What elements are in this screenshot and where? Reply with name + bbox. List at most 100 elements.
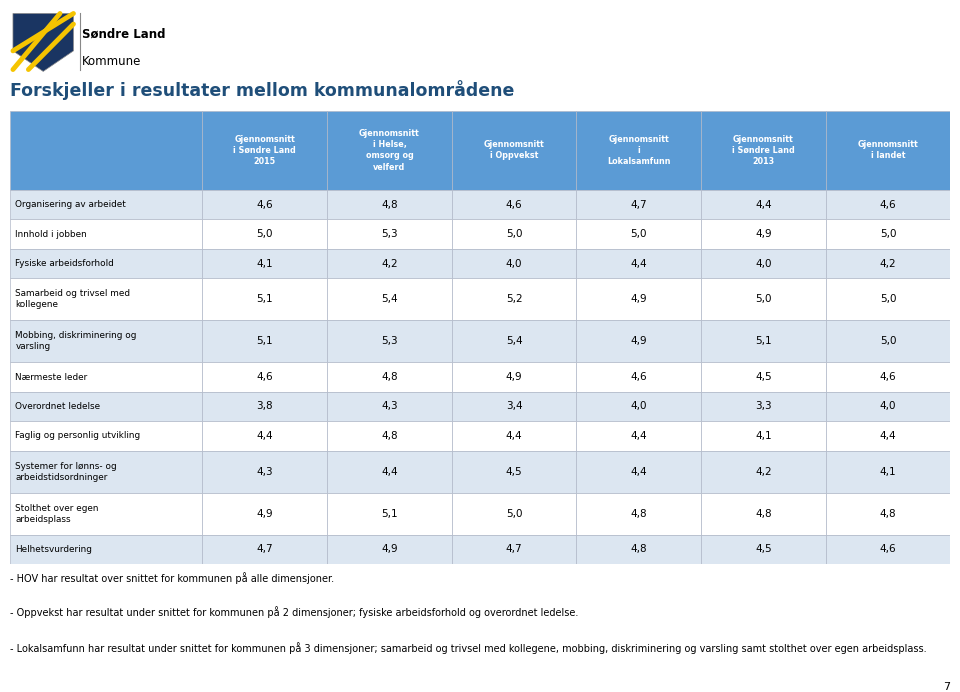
FancyBboxPatch shape xyxy=(826,392,950,421)
Text: 4,0: 4,0 xyxy=(756,259,772,268)
FancyBboxPatch shape xyxy=(327,190,452,219)
FancyBboxPatch shape xyxy=(452,450,576,493)
FancyBboxPatch shape xyxy=(203,278,327,320)
Text: 4,0: 4,0 xyxy=(879,401,897,412)
FancyBboxPatch shape xyxy=(701,219,826,249)
Text: 4,9: 4,9 xyxy=(631,294,647,304)
Text: 4,8: 4,8 xyxy=(381,431,397,441)
Text: 4,1: 4,1 xyxy=(879,466,897,477)
Text: 4,3: 4,3 xyxy=(256,466,273,477)
Text: Gjennomsnitt
i Oppvekst: Gjennomsnitt i Oppvekst xyxy=(484,140,544,161)
Text: 5,4: 5,4 xyxy=(506,336,522,346)
FancyBboxPatch shape xyxy=(10,219,203,249)
FancyBboxPatch shape xyxy=(10,421,203,450)
Polygon shape xyxy=(13,14,73,71)
FancyBboxPatch shape xyxy=(327,363,452,392)
Text: 4,4: 4,4 xyxy=(631,259,647,268)
Text: 4,4: 4,4 xyxy=(506,431,522,441)
Text: 5,3: 5,3 xyxy=(381,336,397,346)
Text: 4,5: 4,5 xyxy=(506,466,522,477)
Text: 4,6: 4,6 xyxy=(879,372,897,382)
Text: 5,0: 5,0 xyxy=(756,294,772,304)
Text: 4,9: 4,9 xyxy=(256,509,273,518)
FancyBboxPatch shape xyxy=(327,219,452,249)
FancyBboxPatch shape xyxy=(203,190,327,219)
Text: 4,8: 4,8 xyxy=(631,545,647,554)
Text: Gjennomsnitt
i
Lokalsamfunn: Gjennomsnitt i Lokalsamfunn xyxy=(607,135,670,166)
Text: 4,9: 4,9 xyxy=(506,372,522,382)
FancyBboxPatch shape xyxy=(701,421,826,450)
Text: Gjennomsnitt
i Søndre Land
2013: Gjennomsnitt i Søndre Land 2013 xyxy=(732,135,795,166)
Text: 5,2: 5,2 xyxy=(506,294,522,304)
FancyBboxPatch shape xyxy=(701,249,826,278)
Text: 4,8: 4,8 xyxy=(381,200,397,210)
FancyBboxPatch shape xyxy=(203,363,327,392)
Text: Stolthet over egen
arbeidsplass: Stolthet over egen arbeidsplass xyxy=(15,504,99,524)
Text: 4,8: 4,8 xyxy=(381,372,397,382)
Text: 4,1: 4,1 xyxy=(756,431,772,441)
Text: 4,6: 4,6 xyxy=(506,200,522,210)
Text: Systemer for lønns- og
arbeidstidsordninger: Systemer for lønns- og arbeidstidsordnin… xyxy=(15,462,117,482)
Text: 4,8: 4,8 xyxy=(631,509,647,518)
Text: Gjennomsnitt
i landet: Gjennomsnitt i landet xyxy=(857,140,919,161)
FancyBboxPatch shape xyxy=(452,111,576,190)
Text: 5,0: 5,0 xyxy=(256,229,273,239)
FancyBboxPatch shape xyxy=(576,190,701,219)
Text: 4,8: 4,8 xyxy=(756,509,772,518)
FancyBboxPatch shape xyxy=(203,249,327,278)
FancyBboxPatch shape xyxy=(826,493,950,534)
FancyBboxPatch shape xyxy=(203,493,327,534)
Text: 3,3: 3,3 xyxy=(756,401,772,412)
Text: 5,0: 5,0 xyxy=(879,336,897,346)
FancyBboxPatch shape xyxy=(10,534,203,564)
Text: 4,9: 4,9 xyxy=(756,229,772,239)
FancyBboxPatch shape xyxy=(826,363,950,392)
FancyBboxPatch shape xyxy=(203,320,327,363)
FancyBboxPatch shape xyxy=(826,278,950,320)
FancyBboxPatch shape xyxy=(701,363,826,392)
Text: 5,0: 5,0 xyxy=(506,509,522,518)
FancyBboxPatch shape xyxy=(452,320,576,363)
FancyBboxPatch shape xyxy=(576,493,701,534)
FancyBboxPatch shape xyxy=(327,278,452,320)
Text: 5,1: 5,1 xyxy=(381,509,397,518)
FancyBboxPatch shape xyxy=(826,249,950,278)
FancyBboxPatch shape xyxy=(826,190,950,219)
FancyBboxPatch shape xyxy=(452,190,576,219)
Text: Faglig og personlig utvikling: Faglig og personlig utvikling xyxy=(15,431,140,440)
FancyBboxPatch shape xyxy=(327,493,452,534)
Text: 7: 7 xyxy=(944,682,950,692)
Text: - Lokalsamfunn har resultat under snittet for kommunen på 3 dimensjoner; samarbe: - Lokalsamfunn har resultat under snitte… xyxy=(10,642,926,655)
FancyBboxPatch shape xyxy=(203,392,327,421)
FancyBboxPatch shape xyxy=(203,219,327,249)
Text: 4,6: 4,6 xyxy=(256,372,273,382)
FancyBboxPatch shape xyxy=(576,534,701,564)
Text: 4,1: 4,1 xyxy=(256,259,273,268)
FancyBboxPatch shape xyxy=(10,278,203,320)
Text: 4,4: 4,4 xyxy=(879,431,897,441)
FancyBboxPatch shape xyxy=(327,249,452,278)
FancyBboxPatch shape xyxy=(701,190,826,219)
FancyBboxPatch shape xyxy=(327,450,452,493)
Text: Overordnet ledelse: Overordnet ledelse xyxy=(15,402,101,411)
FancyBboxPatch shape xyxy=(576,219,701,249)
Text: 4,6: 4,6 xyxy=(879,200,897,210)
FancyBboxPatch shape xyxy=(10,111,203,190)
FancyBboxPatch shape xyxy=(10,363,203,392)
Text: Organisering av arbeidet: Organisering av arbeidet xyxy=(15,200,126,209)
Text: 4,8: 4,8 xyxy=(879,509,897,518)
FancyBboxPatch shape xyxy=(701,320,826,363)
FancyBboxPatch shape xyxy=(327,111,452,190)
FancyBboxPatch shape xyxy=(701,111,826,190)
FancyBboxPatch shape xyxy=(576,249,701,278)
FancyBboxPatch shape xyxy=(452,392,576,421)
FancyBboxPatch shape xyxy=(576,320,701,363)
Text: 4,7: 4,7 xyxy=(256,545,273,554)
FancyBboxPatch shape xyxy=(327,534,452,564)
Text: 5,0: 5,0 xyxy=(506,229,522,239)
FancyBboxPatch shape xyxy=(701,534,826,564)
Text: 4,4: 4,4 xyxy=(756,200,772,210)
FancyBboxPatch shape xyxy=(203,534,327,564)
FancyBboxPatch shape xyxy=(203,421,327,450)
Text: 5,3: 5,3 xyxy=(381,229,397,239)
